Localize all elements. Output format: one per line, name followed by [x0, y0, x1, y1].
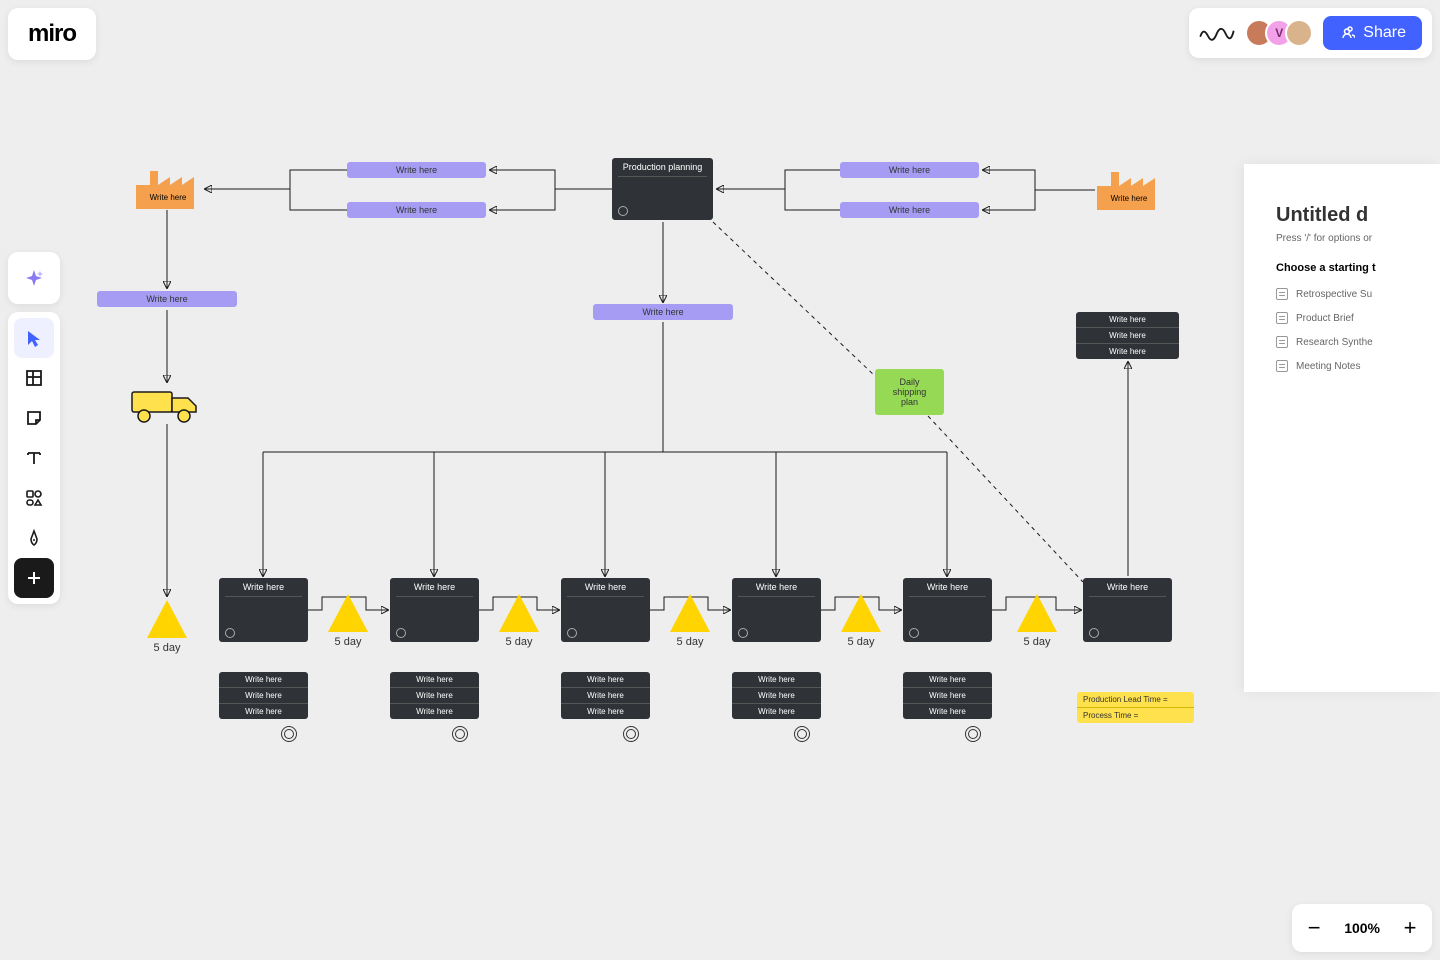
process-box[interactable]: Write here [390, 578, 479, 642]
doc-hint: Press '/' for options or [1276, 233, 1440, 244]
ai-tool[interactable] [14, 258, 54, 298]
detail-stack[interactable]: Write hereWrite hereWrite here [732, 672, 821, 719]
collaborator-avatars[interactable]: V [1245, 19, 1313, 47]
truck-icon[interactable] [130, 386, 204, 431]
shapes-tool[interactable] [14, 478, 54, 518]
process-box[interactable]: Write here [1083, 578, 1172, 642]
doc-icon [1276, 288, 1288, 300]
inventory-triangle[interactable]: 5 day [499, 594, 539, 648]
inventory-triangle[interactable]: 5 day [328, 594, 368, 648]
zoom-in-button[interactable]: + [1394, 912, 1426, 944]
zoom-controls: − 100% + [1292, 904, 1432, 952]
share-icon [1339, 25, 1355, 41]
process-box[interactable]: Write here [903, 578, 992, 642]
purple-input-r2[interactable]: Write here [840, 202, 979, 218]
detail-stack[interactable]: Write hereWrite hereWrite here [390, 672, 479, 719]
operator-icon [281, 726, 297, 742]
process-box[interactable]: Write here [561, 578, 650, 642]
template-item[interactable]: Product Brief [1276, 306, 1440, 330]
purple-input-l2[interactable]: Write here [347, 202, 486, 218]
zoom-out-button[interactable]: − [1298, 912, 1330, 944]
inventory-triangle[interactable]: 5 day [1017, 594, 1057, 648]
operator-icon [794, 726, 810, 742]
process-box[interactable]: Write here [219, 578, 308, 642]
purple-input-l1[interactable]: Write here [347, 162, 486, 178]
purple-mid-left[interactable]: Write here [97, 291, 237, 307]
app-logo[interactable]: miro [8, 8, 96, 60]
share-button[interactable]: Share [1323, 16, 1422, 50]
output-stack[interactable]: Write hereWrite hereWrite here [1076, 312, 1179, 359]
reactions-icon[interactable] [1199, 21, 1235, 45]
template-item[interactable]: Meeting Notes [1276, 354, 1440, 378]
doc-icon [1276, 312, 1288, 324]
sticky-tool[interactable] [14, 398, 54, 438]
toolbar [8, 252, 60, 604]
process-box[interactable]: Write here [732, 578, 821, 642]
inventory-triangle[interactable]: 5 day [147, 600, 187, 654]
doc-title[interactable]: Untitled d [1276, 204, 1440, 227]
doc-icon [1276, 336, 1288, 348]
side-panel[interactable]: Untitled d Press '/' for options or Choo… [1244, 164, 1440, 692]
production-planning-label: Production planning [612, 158, 713, 176]
text-tool[interactable] [14, 438, 54, 478]
select-tool[interactable] [14, 318, 54, 358]
frame-tool[interactable] [14, 358, 54, 398]
purple-mid-center[interactable]: Write here [593, 304, 733, 320]
detail-stack[interactable]: Write hereWrite hereWrite here [903, 672, 992, 719]
detail-stack[interactable]: Write hereWrite hereWrite here [219, 672, 308, 719]
inventory-triangle[interactable]: 5 day [670, 594, 710, 648]
factory-left-label: Write here [134, 193, 202, 202]
factory-right-label: Write here [1095, 194, 1163, 203]
doc-icon [1276, 360, 1288, 372]
inventory-triangle[interactable]: 5 day [841, 594, 881, 648]
avatar[interactable] [1285, 19, 1313, 47]
template-section-header: Choose a starting t [1276, 262, 1440, 274]
template-item[interactable]: Research Synthe [1276, 330, 1440, 354]
topbar-right: V Share [1189, 8, 1432, 58]
operator-icon [452, 726, 468, 742]
operator-icon [965, 726, 981, 742]
summary-box[interactable]: Production Lead Time =Process Time = [1077, 692, 1194, 723]
factory-left[interactable]: Write here [134, 165, 202, 216]
canvas[interactable]: Write here Write here Production plannin… [0, 0, 1440, 960]
purple-input-r1[interactable]: Write here [840, 162, 979, 178]
template-item[interactable]: Retrospective Su [1276, 282, 1440, 306]
daily-shipping-box[interactable]: Daily shipping plan [875, 369, 944, 415]
detail-stack[interactable]: Write hereWrite hereWrite here [561, 672, 650, 719]
production-planning-box[interactable]: Production planning [612, 158, 713, 220]
zoom-value[interactable]: 100% [1336, 920, 1388, 936]
pen-tool[interactable] [14, 518, 54, 558]
factory-right[interactable]: Write here [1095, 166, 1163, 217]
operator-icon [623, 726, 639, 742]
connectors [0, 0, 1440, 960]
add-tool[interactable] [14, 558, 54, 598]
